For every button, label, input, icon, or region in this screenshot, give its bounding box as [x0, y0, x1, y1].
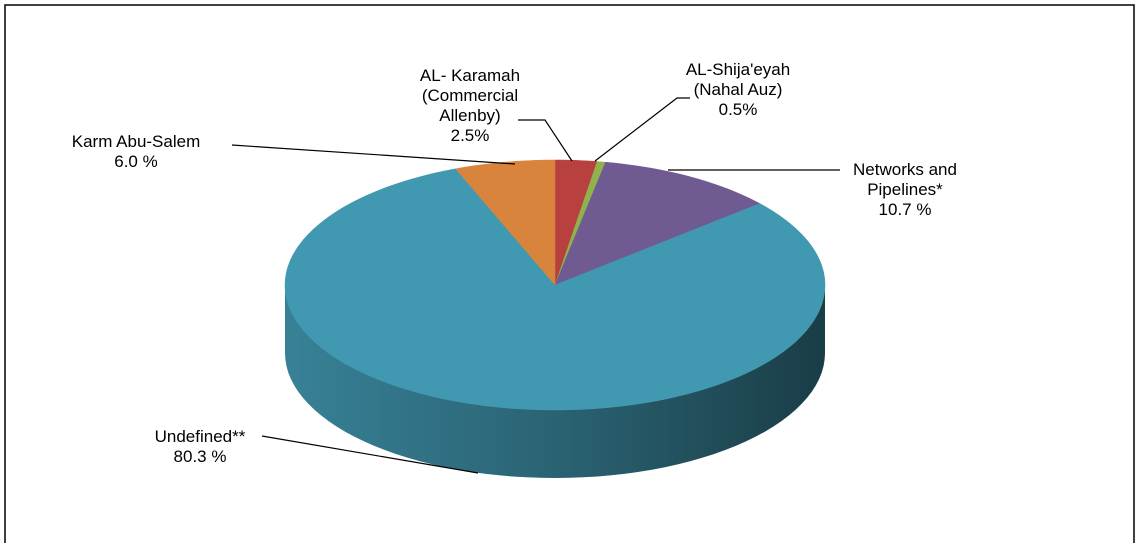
leader-line — [261, 435, 479, 474]
leader-line — [518, 119, 573, 162]
slice — [554, 161, 761, 286]
category-label: Karm Abu-Salem — [71, 132, 201, 151]
value-label: 2.5% — [450, 126, 490, 145]
slice-side-shade — [285, 285, 825, 478]
category-label: Undefined** — [154, 427, 246, 446]
slice-label: Networks and Pipelines* 10.7 % — [840, 160, 970, 220]
slice-label: Karm Abu-Salem 6.0 % — [72, 132, 201, 172]
slice — [455, 159, 556, 286]
pie — [284, 159, 826, 478]
category-label: AL-Shija'eyah (Nahal Auz) — [685, 60, 791, 99]
value-label: 0.5% — [718, 100, 758, 119]
slice — [284, 168, 826, 411]
leader-line — [231, 144, 516, 165]
category-label: AL- Karamah (Commercial Allenby) — [419, 66, 521, 125]
chart-border — [4, 4, 1135, 543]
value-label: 10.7 % — [878, 200, 932, 219]
leader-lines — [231, 97, 840, 474]
category-label: Networks and Pipelines* — [853, 160, 957, 199]
slice-label: Undefined** 80.3 % — [155, 427, 246, 467]
leader-line — [594, 97, 690, 162]
slice-label: AL- Karamah (Commercial Allenby) 2.5% — [413, 66, 528, 146]
value-label: 80.3 % — [173, 447, 227, 466]
value-label: 6.0 % — [114, 152, 158, 171]
slice-label: AL-Shija'eyah (Nahal Auz) 0.5% — [671, 60, 806, 120]
